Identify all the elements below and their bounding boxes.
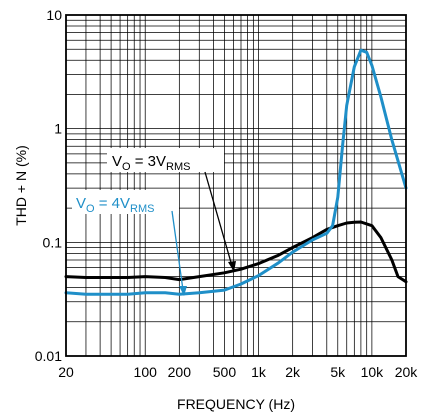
x-tick-label: 100 <box>134 364 158 380</box>
series-lines <box>64 48 408 296</box>
x-tick-label: 200 <box>168 364 192 380</box>
annotation-3vrms-label: VO = 3VRMS <box>112 153 190 173</box>
annotation-3vrms-arrowhead <box>228 261 236 272</box>
annotation-4vrms-arrow <box>171 210 184 291</box>
x-tick-label: 500 <box>213 364 237 380</box>
grid <box>65 14 407 357</box>
tick-labels: 20 100 200 500 1k 2k 5k 10k 20k 0.01 0.1 1 10 <box>35 7 419 380</box>
x-axis-title: FREQUENCY (Hz) <box>177 396 295 412</box>
plot-frame <box>65 14 407 357</box>
y-tick-label: 0.01 <box>35 348 62 364</box>
y-tick-label: 10 <box>46 7 62 23</box>
x-tick-label: 10k <box>361 364 385 380</box>
annotation-4vrms: VO = 4VRMS <box>72 190 187 296</box>
x-tick-label: 5k <box>330 364 346 380</box>
x-tick-label: 1k <box>251 364 267 380</box>
y-tick-label: 0.1 <box>43 234 63 250</box>
annotation-4vrms-arrowhead <box>179 286 187 296</box>
annotation-4vrms-label: VO = 4VRMS <box>76 195 154 215</box>
series-line-0 <box>64 220 408 284</box>
annotation-3vrms-arrow <box>204 171 233 267</box>
series-line-1 <box>64 48 408 296</box>
x-tick-label: 20k <box>395 364 419 380</box>
annotation-3vrms: VO = 3VRMS <box>107 148 236 272</box>
annotation-4vrms-box <box>72 190 179 214</box>
y-axis-title: THD + N (%) <box>13 145 29 226</box>
y-tick-label: 1 <box>54 121 62 137</box>
x-tick-label: 2k <box>285 364 301 380</box>
annotation-3vrms-box <box>107 148 224 172</box>
x-tick-label: 20 <box>58 364 74 380</box>
